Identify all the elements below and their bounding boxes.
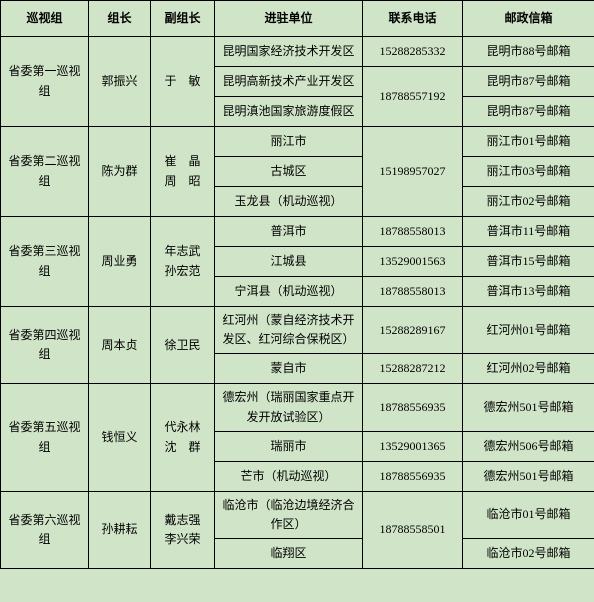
unit: 昆明滇池国家旅游度假区 xyxy=(215,97,363,127)
table-row: 省委第一巡视组郭振兴于 敏昆明国家经济技术开发区15288285332昆明市88… xyxy=(1,37,594,67)
header-unit: 进驻单位 xyxy=(215,1,363,37)
phone: 18788556935 xyxy=(363,384,463,431)
unit: 玉龙县（机动巡视） xyxy=(215,187,363,217)
header-row: 巡视组 组长 副组长 进驻单位 联系电话 邮政信箱 xyxy=(1,1,594,37)
unit: 昆明高新技术产业开发区 xyxy=(215,67,363,97)
mailbox: 红河州01号邮箱 xyxy=(463,307,594,354)
header-leader: 组长 xyxy=(89,1,151,37)
unit: 昆明国家经济技术开发区 xyxy=(215,37,363,67)
header-deputy: 副组长 xyxy=(151,1,215,37)
table-row: 省委第四巡视组周本贞徐卫民红河州（蒙自经济技术开发区、红河综合保税区）15288… xyxy=(1,307,594,354)
mailbox: 丽江市02号邮箱 xyxy=(463,187,594,217)
leader: 孙耕耘 xyxy=(89,491,151,568)
phone: 13529001563 xyxy=(363,247,463,277)
phone: 13529001365 xyxy=(363,431,463,461)
table-row: 省委第三巡视组周业勇年志武孙宏范普洱市18788558013普洱市11号邮箱 xyxy=(1,217,594,247)
deputy-leader: 戴志强李兴荣 xyxy=(151,491,215,568)
leader: 周业勇 xyxy=(89,217,151,307)
group-name: 省委第三巡视组 xyxy=(1,217,89,307)
phone: 18788556935 xyxy=(363,461,463,491)
header-mail: 邮政信箱 xyxy=(463,1,594,37)
unit: 临翔区 xyxy=(215,539,363,569)
mailbox: 丽江市01号邮箱 xyxy=(463,127,594,157)
deputy-leader: 崔 晶周 昭 xyxy=(151,127,215,217)
leader: 陈为群 xyxy=(89,127,151,217)
mailbox: 德宏州501号邮箱 xyxy=(463,461,594,491)
leader: 周本贞 xyxy=(89,307,151,384)
group-name: 省委第四巡视组 xyxy=(1,307,89,384)
phone: 18788558013 xyxy=(363,277,463,307)
mailbox: 昆明市87号邮箱 xyxy=(463,97,594,127)
deputy-leader: 代永林沈 群 xyxy=(151,384,215,491)
unit: 红河州（蒙自经济技术开发区、红河综合保税区） xyxy=(215,307,363,354)
phone: 15198957027 xyxy=(363,127,463,217)
header-phone: 联系电话 xyxy=(363,1,463,37)
mailbox: 普洱市13号邮箱 xyxy=(463,277,594,307)
phone: 15288287212 xyxy=(363,354,463,384)
unit: 丽江市 xyxy=(215,127,363,157)
table-row: 省委第五巡视组钱恒义代永林沈 群德宏州（瑞丽国家重点开发开放试验区）187885… xyxy=(1,384,594,431)
unit: 蒙自市 xyxy=(215,354,363,384)
mailbox: 昆明市87号邮箱 xyxy=(463,67,594,97)
phone: 15288285332 xyxy=(363,37,463,67)
mailbox: 临沧市01号邮箱 xyxy=(463,491,594,538)
header-group: 巡视组 xyxy=(1,1,89,37)
group-name: 省委第六巡视组 xyxy=(1,491,89,568)
mailbox: 昆明市88号邮箱 xyxy=(463,37,594,67)
leader: 钱恒义 xyxy=(89,384,151,491)
deputy-leader: 于 敏 xyxy=(151,37,215,127)
mailbox: 红河州02号邮箱 xyxy=(463,354,594,384)
mailbox: 德宏州501号邮箱 xyxy=(463,384,594,431)
unit: 古城区 xyxy=(215,157,363,187)
phone: 18788558501 xyxy=(363,491,463,568)
inspection-table: 巡视组 组长 副组长 进驻单位 联系电话 邮政信箱 省委第一巡视组郭振兴于 敏昆… xyxy=(0,0,594,569)
phone: 15288289167 xyxy=(363,307,463,354)
table-body: 省委第一巡视组郭振兴于 敏昆明国家经济技术开发区15288285332昆明市88… xyxy=(1,37,594,569)
deputy-leader: 徐卫民 xyxy=(151,307,215,384)
deputy-leader: 年志武孙宏范 xyxy=(151,217,215,307)
unit: 宁洱县（机动巡视） xyxy=(215,277,363,307)
table-row: 省委第二巡视组陈为群崔 晶周 昭丽江市15198957027丽江市01号邮箱 xyxy=(1,127,594,157)
unit: 芒市（机动巡视） xyxy=(215,461,363,491)
group-name: 省委第二巡视组 xyxy=(1,127,89,217)
mailbox: 德宏州506号邮箱 xyxy=(463,431,594,461)
unit: 瑞丽市 xyxy=(215,431,363,461)
mailbox: 丽江市03号邮箱 xyxy=(463,157,594,187)
mailbox: 临沧市02号邮箱 xyxy=(463,539,594,569)
table-row: 省委第六巡视组孙耕耘戴志强李兴荣临沧市（临沧边境经济合作区）1878855850… xyxy=(1,491,594,538)
mailbox: 普洱市11号邮箱 xyxy=(463,217,594,247)
mailbox: 普洱市15号邮箱 xyxy=(463,247,594,277)
group-name: 省委第一巡视组 xyxy=(1,37,89,127)
unit: 德宏州（瑞丽国家重点开发开放试验区） xyxy=(215,384,363,431)
unit: 临沧市（临沧边境经济合作区） xyxy=(215,491,363,538)
phone: 18788557192 xyxy=(363,67,463,127)
unit: 普洱市 xyxy=(215,217,363,247)
group-name: 省委第五巡视组 xyxy=(1,384,89,491)
phone: 18788558013 xyxy=(363,217,463,247)
leader: 郭振兴 xyxy=(89,37,151,127)
unit: 江城县 xyxy=(215,247,363,277)
